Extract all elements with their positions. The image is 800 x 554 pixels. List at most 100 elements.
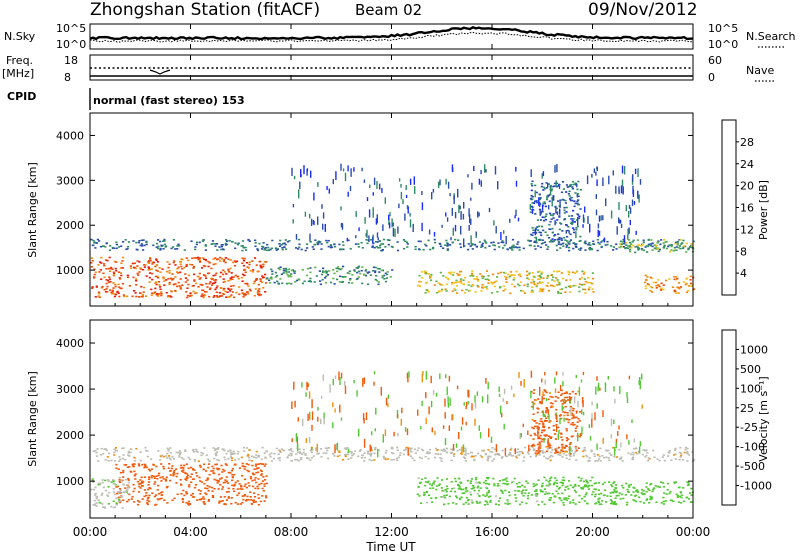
range-gate-cell bbox=[540, 418, 543, 420]
range-gate-cell bbox=[382, 243, 385, 245]
range-gate-cell bbox=[212, 296, 215, 298]
range-gate-cell bbox=[353, 269, 356, 271]
range-gate-cell bbox=[302, 448, 305, 451]
range-gate-cell bbox=[328, 270, 331, 272]
range-gate-cell bbox=[125, 464, 128, 466]
range-gate-cell bbox=[227, 487, 230, 490]
range-gate-cell bbox=[676, 241, 679, 244]
range-gate-cell bbox=[385, 277, 388, 279]
range-gate-cell bbox=[437, 484, 441, 487]
range-gate-cell bbox=[452, 453, 456, 455]
range-gate-cell bbox=[546, 448, 549, 450]
range-gate-cell bbox=[611, 491, 614, 493]
range-gate-cell bbox=[119, 491, 122, 493]
range-gate-cell bbox=[554, 388, 557, 393]
range-gate-cell bbox=[627, 484, 631, 487]
range-gate-cell bbox=[237, 243, 240, 245]
range-gate-cell bbox=[510, 455, 513, 457]
range-gate-cell bbox=[172, 474, 175, 477]
range-gate-cell bbox=[255, 454, 258, 456]
range-gate-cell bbox=[487, 457, 490, 460]
range-gate-cell bbox=[220, 258, 223, 260]
range-gate-cell bbox=[114, 285, 117, 288]
range-gate-cell bbox=[108, 256, 111, 259]
range-gate-cell bbox=[554, 377, 556, 384]
range-gate-cell bbox=[543, 434, 546, 436]
range-gate-cell bbox=[538, 450, 541, 453]
range-gate-cell bbox=[662, 482, 665, 484]
range-gate-cell bbox=[543, 493, 547, 495]
range-gate-cell bbox=[424, 484, 427, 487]
range-gate-cell bbox=[590, 484, 594, 487]
range-gate-cell bbox=[268, 249, 271, 251]
range-gate-cell bbox=[152, 475, 156, 478]
range-gate-cell bbox=[506, 501, 510, 503]
range-gate-cell bbox=[656, 485, 659, 488]
range-gate-cell bbox=[633, 201, 636, 205]
range-gate-cell bbox=[396, 414, 399, 419]
range-gate-cell bbox=[477, 489, 481, 492]
range-gate-cell bbox=[533, 241, 536, 243]
range-gate-cell bbox=[90, 238, 93, 241]
range-gate-cell bbox=[176, 472, 179, 475]
range-gate-cell bbox=[173, 469, 176, 472]
range-gate-cell bbox=[435, 392, 438, 397]
range-gate-cell bbox=[282, 272, 285, 274]
range-gate-cell bbox=[464, 460, 467, 462]
range-gate-cell bbox=[382, 455, 385, 458]
range-gate-cell bbox=[255, 279, 258, 281]
range-gate-cell bbox=[335, 443, 338, 450]
range-gate-cell bbox=[369, 274, 372, 276]
range-gate-cell bbox=[573, 489, 576, 492]
range-gate-cell bbox=[436, 453, 440, 455]
range-gate-cell bbox=[396, 410, 399, 418]
range-gate-cell bbox=[550, 189, 553, 192]
range-gate-cell bbox=[649, 495, 652, 498]
range-gate-cell bbox=[662, 486, 665, 488]
range-gate-cell bbox=[555, 490, 558, 492]
range-gate-cell bbox=[584, 280, 587, 283]
range-gate-cell bbox=[225, 452, 228, 455]
range-gate-cell bbox=[427, 457, 430, 460]
range-gate-cell bbox=[346, 237, 348, 242]
range-gate-cell bbox=[531, 180, 534, 183]
range-gate-cell bbox=[540, 402, 543, 405]
range-gate-cell bbox=[261, 480, 265, 482]
range-gate-cell bbox=[570, 183, 573, 186]
range-gate-cell bbox=[480, 290, 483, 292]
range-gate-cell bbox=[245, 262, 249, 264]
range-gate-cell bbox=[219, 484, 222, 486]
range-gate-cell bbox=[637, 192, 639, 199]
range-gate-cell bbox=[256, 270, 259, 273]
range-gate-cell bbox=[548, 446, 551, 449]
range-gate-cell bbox=[562, 407, 565, 409]
range-gate-cell bbox=[539, 201, 541, 207]
range-gate-cell bbox=[424, 455, 427, 458]
range-gate-cell bbox=[165, 455, 168, 457]
range-gate-cell bbox=[612, 446, 615, 449]
range-gate-cell bbox=[600, 503, 603, 505]
range-gate-cell bbox=[469, 482, 472, 484]
range-gate-cell bbox=[94, 504, 97, 506]
range-gate-cell bbox=[591, 288, 594, 290]
range-gate-cell bbox=[215, 463, 218, 466]
range-gate-cell bbox=[559, 414, 562, 416]
range-gate-cell bbox=[486, 492, 489, 494]
range-gate-cell bbox=[150, 294, 153, 296]
range-gate-cell bbox=[587, 216, 589, 224]
range-gate-cell bbox=[554, 234, 557, 236]
range-gate-cell bbox=[254, 242, 257, 244]
range-gate-cell bbox=[493, 483, 496, 485]
range-gate-cell bbox=[192, 290, 195, 293]
range-gate-cell bbox=[536, 411, 539, 414]
date-label: 09/Nov/2012 bbox=[588, 0, 698, 20]
range-gate-cell bbox=[543, 201, 546, 203]
range-gate-cell bbox=[547, 485, 550, 487]
range-gate-cell bbox=[619, 386, 621, 395]
range-gate-cell bbox=[450, 481, 453, 483]
range-gate-cell bbox=[152, 244, 155, 247]
range-gate-cell bbox=[147, 488, 150, 491]
range-gate-cell bbox=[541, 216, 544, 218]
range-gate-cell bbox=[567, 421, 570, 424]
range-gate-cell bbox=[296, 445, 299, 450]
